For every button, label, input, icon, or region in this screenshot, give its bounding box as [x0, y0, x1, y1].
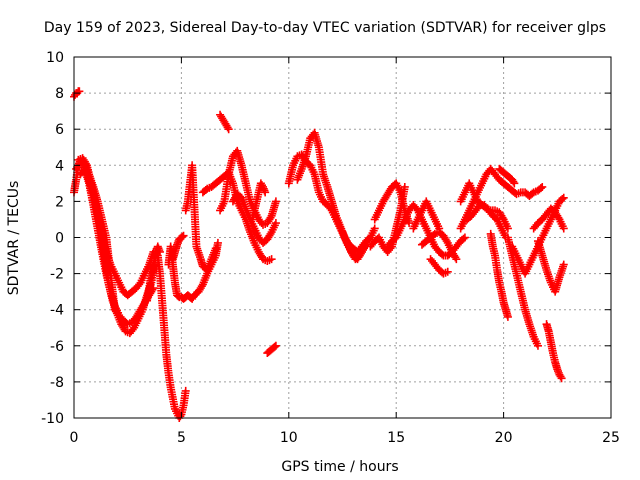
- data-point: [224, 125, 233, 134]
- data-point: [554, 213, 563, 222]
- series-sat-z: [456, 164, 547, 233]
- data-point: [358, 246, 367, 255]
- data-point: [533, 341, 542, 350]
- series-sat-ag: [529, 204, 568, 233]
- data-point: [271, 197, 280, 206]
- series-sat-ab: [463, 201, 510, 242]
- series-sat-r: [293, 128, 375, 256]
- data-point: [405, 219, 414, 228]
- data-point: [178, 232, 187, 241]
- data-point: [179, 231, 188, 240]
- y-tick-label: -6: [50, 339, 64, 355]
- data-point: [176, 412, 185, 421]
- y-axis-label: SDTVAR / TECUs: [6, 181, 22, 296]
- data-point: [135, 280, 144, 289]
- data-point: [400, 182, 409, 191]
- series-sat-p: [263, 341, 280, 358]
- series-sat-u: [370, 179, 414, 228]
- y-tick-label: 10: [46, 50, 64, 66]
- x-tick-label: 10: [280, 430, 298, 446]
- data-point: [452, 255, 461, 264]
- series-sat-a: [70, 87, 84, 101]
- series-sat-ad: [495, 164, 519, 188]
- series-sat-l: [216, 110, 233, 134]
- data-point: [211, 244, 220, 253]
- data-point: [474, 202, 483, 211]
- axis-ticks: 0 5 10 15 20 25 -10 -8 -6 -4 -2 0 2 4 6 8 10: [41, 50, 620, 446]
- series-sat-j: [181, 161, 220, 274]
- series-sat-n: [228, 190, 280, 247]
- data-point: [366, 233, 375, 242]
- data-point: [559, 260, 568, 269]
- series-sat-ai: [542, 320, 566, 383]
- data-point: [266, 213, 275, 222]
- data-markers: [70, 87, 568, 422]
- data-point: [128, 325, 137, 334]
- series-sat-ac: [486, 229, 512, 321]
- series-sat-y: [426, 255, 452, 278]
- data-point: [364, 234, 373, 243]
- data-point: [559, 224, 568, 233]
- series-sat-s: [338, 228, 368, 264]
- y-tick-label: 6: [55, 122, 64, 138]
- x-tick-label: 25: [602, 430, 620, 446]
- data-point: [443, 267, 452, 276]
- y-tick-label: -4: [50, 303, 64, 319]
- series-sat-o: [248, 179, 270, 224]
- data-point: [509, 177, 518, 186]
- series-sat-e: [76, 164, 158, 329]
- data-point: [442, 237, 451, 246]
- data-point: [152, 249, 161, 258]
- data-point: [498, 213, 507, 222]
- data-point: [271, 219, 280, 228]
- series-sat-ah: [533, 237, 568, 296]
- data-point: [510, 179, 519, 188]
- y-tick-label: 4: [55, 158, 64, 174]
- chart-title: Day 159 of 2023, Sidereal Day-to-day VTE…: [44, 20, 606, 36]
- y-tick-label: -10: [41, 411, 64, 427]
- data-point: [536, 184, 545, 193]
- data-point: [451, 253, 460, 262]
- y-tick-label: 0: [55, 231, 64, 247]
- data-point: [503, 312, 512, 321]
- data-point: [459, 234, 468, 243]
- data-point: [359, 244, 368, 253]
- data-point: [538, 182, 547, 191]
- y-tick-label: 8: [55, 86, 64, 102]
- x-tick-label: 15: [387, 430, 405, 446]
- series-sat-g: [151, 247, 190, 422]
- data-point: [266, 229, 275, 238]
- data-point: [75, 87, 84, 96]
- x-tick-label: 5: [177, 430, 186, 446]
- y-tick-label: -8: [50, 375, 64, 391]
- x-tick-label: 20: [495, 430, 513, 446]
- data-point: [438, 250, 447, 259]
- data-point: [181, 386, 190, 395]
- data-point: [412, 204, 421, 213]
- y-tick-label: 2: [55, 194, 64, 210]
- data-point: [559, 193, 568, 202]
- data-point: [370, 224, 379, 233]
- data-point: [556, 372, 565, 381]
- data-point: [213, 238, 222, 247]
- y-tick-label: -2: [50, 267, 64, 283]
- series-sat-v: [383, 201, 469, 260]
- data-point: [223, 123, 232, 132]
- data-point: [270, 342, 279, 351]
- data-point: [267, 255, 276, 264]
- data-point: [257, 181, 266, 190]
- x-axis-label: GPS time / hours: [281, 459, 398, 475]
- data-point: [261, 188, 270, 197]
- data-point: [558, 194, 567, 203]
- series-sat-m: [216, 146, 280, 229]
- x-tick-label: 0: [70, 430, 79, 446]
- series-sat-x: [417, 228, 461, 264]
- series-sat-i: [168, 231, 188, 264]
- series-sat-af: [508, 193, 568, 278]
- data-point: [460, 233, 469, 242]
- data-point: [557, 374, 566, 383]
- data-point: [271, 341, 280, 350]
- series-sat-w: [409, 197, 444, 233]
